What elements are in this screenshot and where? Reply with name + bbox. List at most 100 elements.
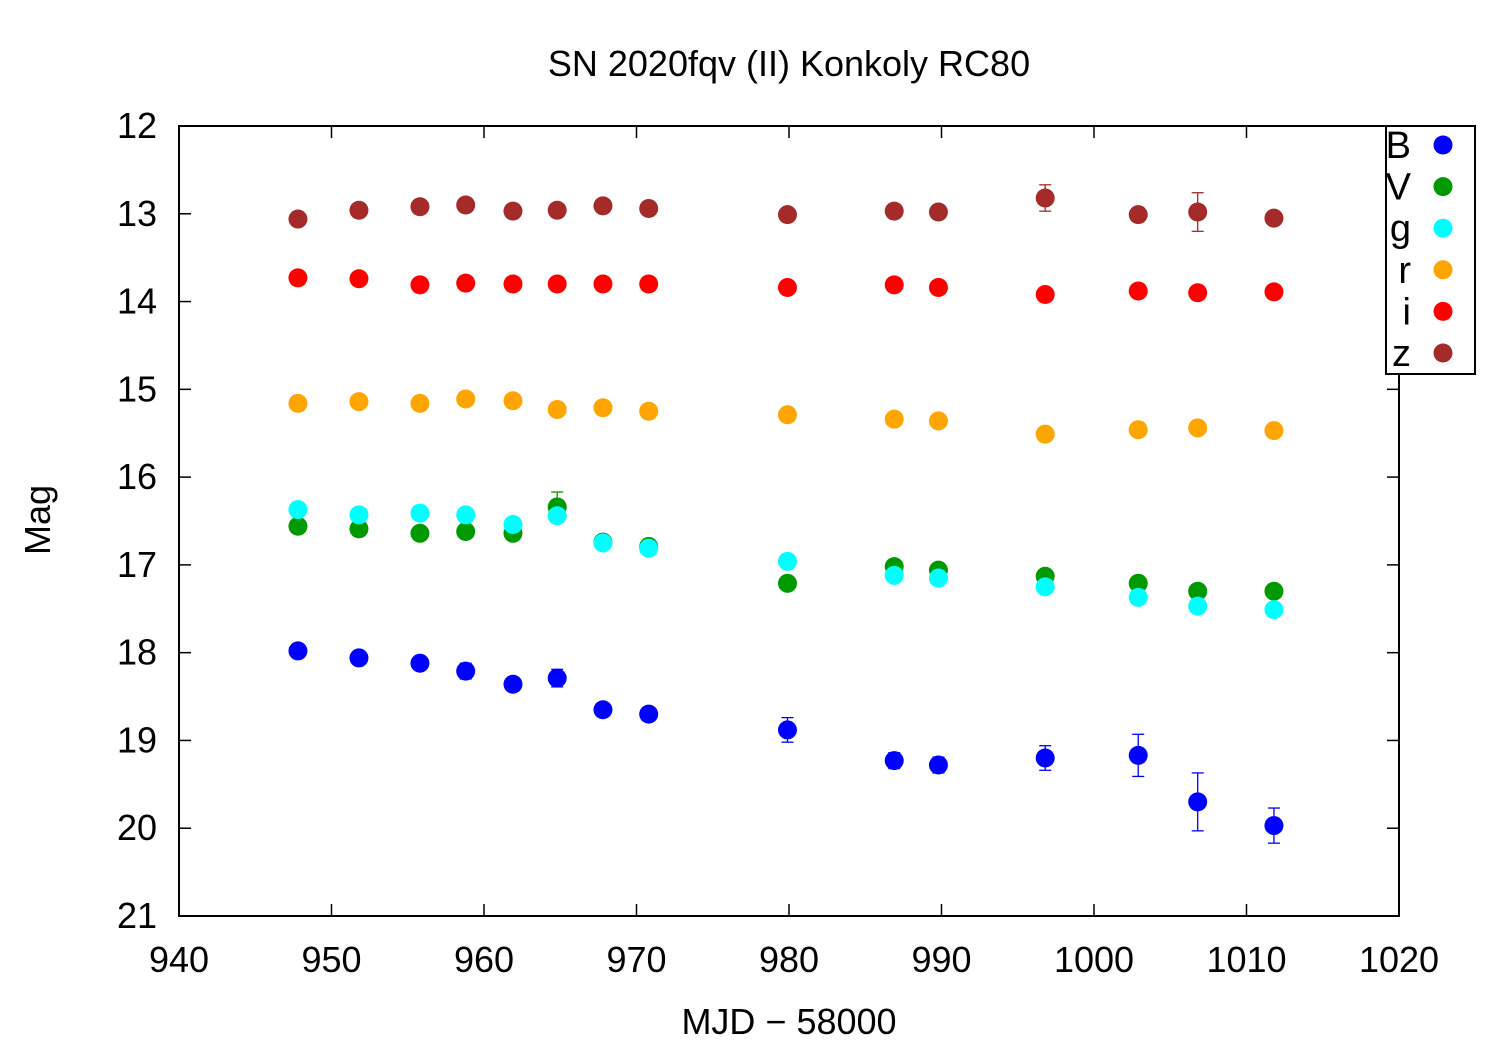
data-point-z bbox=[288, 209, 308, 229]
series-i bbox=[288, 268, 1284, 305]
x-tick-label: 950 bbox=[301, 939, 361, 980]
data-point-r bbox=[928, 411, 948, 431]
y-tick-label: 15 bbox=[117, 368, 157, 409]
data-series bbox=[288, 184, 1284, 844]
data-point-r bbox=[547, 400, 567, 420]
data-point-z bbox=[593, 196, 613, 216]
x-tick-label: 990 bbox=[911, 939, 971, 980]
data-point-r bbox=[503, 391, 523, 411]
plot-frame bbox=[178, 125, 1400, 917]
legend-label-i: i bbox=[1403, 291, 1411, 333]
data-point-g bbox=[639, 538, 659, 558]
data-point-g bbox=[1035, 577, 1055, 597]
y-tick-label: 20 bbox=[117, 807, 157, 848]
x-tick-label: 940 bbox=[149, 939, 209, 980]
series-B bbox=[288, 641, 1284, 844]
x-axis: 940 950 960 970 980 990 1000 1010 1020 bbox=[149, 126, 1439, 980]
series-g bbox=[288, 500, 1284, 620]
data-point-V bbox=[1264, 581, 1284, 601]
data-point-i bbox=[593, 274, 613, 294]
data-point-g bbox=[456, 505, 476, 525]
x-tick-label: 1020 bbox=[1359, 939, 1439, 980]
series-r bbox=[288, 389, 1284, 444]
y-axis: 12 13 14 15 16 17 18 19 20 21 bbox=[117, 105, 1399, 936]
y-tick-label: 17 bbox=[117, 544, 157, 585]
data-point-r bbox=[1264, 421, 1284, 441]
data-point-B bbox=[1035, 748, 1055, 768]
data-point-g bbox=[288, 500, 308, 520]
data-point-r bbox=[288, 393, 308, 413]
legend-box bbox=[1385, 125, 1476, 375]
data-point-B bbox=[1264, 816, 1284, 836]
legend-label-g: g bbox=[1390, 208, 1411, 250]
data-point-z bbox=[503, 201, 523, 221]
data-point-i bbox=[1188, 283, 1208, 303]
data-point-B bbox=[593, 700, 613, 720]
legend-label-z: z bbox=[1392, 333, 1411, 375]
data-point-g bbox=[593, 533, 613, 553]
data-point-i bbox=[639, 274, 659, 294]
x-axis-title: MJD − 58000 bbox=[681, 1001, 896, 1042]
legend-label-B: B bbox=[1386, 125, 1411, 167]
data-point-r bbox=[410, 393, 430, 413]
data-point-z bbox=[1035, 188, 1055, 208]
x-tick-label: 1000 bbox=[1054, 939, 1134, 980]
data-point-z bbox=[884, 201, 904, 221]
data-point-r bbox=[456, 389, 476, 409]
data-point-i bbox=[1035, 285, 1055, 305]
data-point-g bbox=[503, 515, 523, 535]
legend-label-V: V bbox=[1386, 167, 1412, 209]
legend-marker-g bbox=[1433, 218, 1453, 238]
data-point-g bbox=[547, 506, 567, 526]
legend-marker-V bbox=[1433, 177, 1453, 197]
data-point-z bbox=[1188, 202, 1208, 222]
data-point-V bbox=[410, 523, 430, 543]
data-point-V bbox=[1128, 573, 1148, 593]
data-point-B bbox=[639, 704, 659, 724]
data-point-r bbox=[1035, 424, 1055, 444]
data-point-g bbox=[777, 551, 797, 571]
data-point-r bbox=[639, 401, 659, 421]
data-point-i bbox=[503, 274, 523, 294]
y-tick-label: 19 bbox=[117, 719, 157, 760]
x-tick-label: 970 bbox=[606, 939, 666, 980]
data-point-B bbox=[349, 648, 369, 668]
data-point-r bbox=[884, 409, 904, 429]
data-point-B bbox=[777, 720, 797, 740]
chart-title: SN 2020fqv (II) Konkoly RC80 bbox=[548, 43, 1030, 84]
y-tick-label: 21 bbox=[117, 895, 157, 936]
data-point-g bbox=[1264, 600, 1284, 620]
data-point-V bbox=[456, 522, 476, 542]
data-point-i bbox=[928, 278, 948, 298]
data-point-r bbox=[1188, 418, 1208, 438]
y-tick-label: 14 bbox=[117, 281, 157, 322]
data-point-r bbox=[1128, 420, 1148, 440]
legend-marker-r bbox=[1433, 260, 1453, 280]
data-point-V bbox=[1188, 581, 1208, 601]
data-point-z bbox=[349, 200, 369, 220]
data-point-z bbox=[410, 197, 430, 217]
data-point-z bbox=[928, 202, 948, 222]
data-point-z bbox=[639, 199, 659, 219]
legend-label-r: r bbox=[1398, 250, 1411, 292]
data-point-i bbox=[884, 275, 904, 295]
legend-marker-z bbox=[1433, 343, 1453, 363]
legend-marker-i bbox=[1433, 301, 1453, 321]
data-point-V bbox=[777, 573, 797, 593]
data-point-i bbox=[1264, 282, 1284, 302]
data-point-B bbox=[410, 653, 430, 673]
data-point-i bbox=[288, 268, 308, 288]
data-point-B bbox=[456, 661, 476, 681]
data-point-z bbox=[456, 195, 476, 215]
data-point-r bbox=[349, 392, 369, 412]
data-point-i bbox=[456, 273, 476, 293]
series-z bbox=[288, 184, 1284, 232]
x-tick-label: 1010 bbox=[1206, 939, 1286, 980]
data-point-z bbox=[547, 200, 567, 220]
data-point-B bbox=[288, 641, 308, 661]
data-point-i bbox=[410, 275, 430, 295]
x-tick-label: 960 bbox=[454, 939, 514, 980]
data-point-V bbox=[349, 519, 369, 539]
